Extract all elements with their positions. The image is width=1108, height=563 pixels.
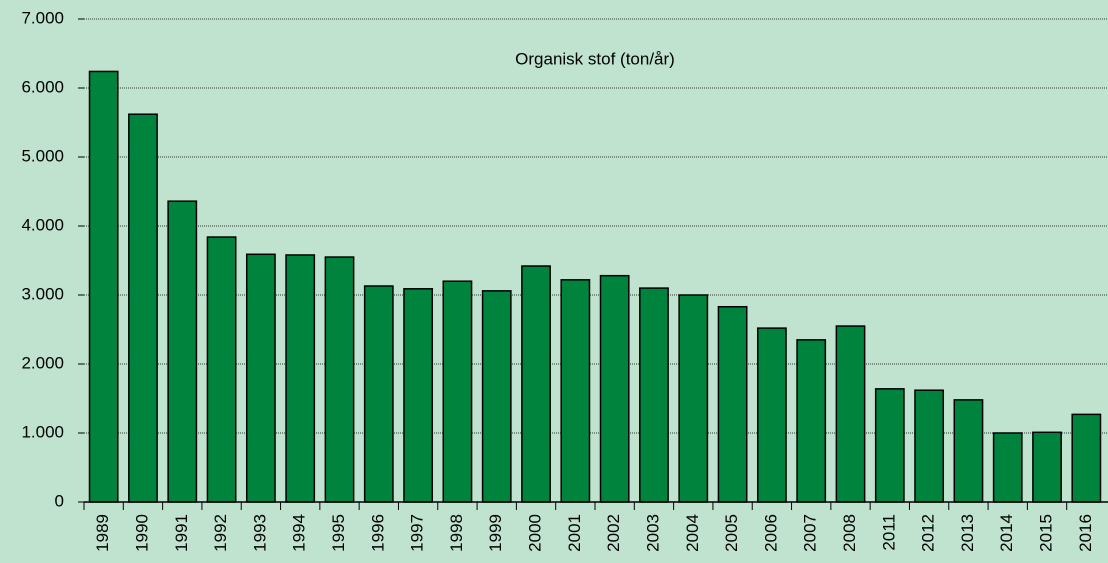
x-tick-label: 2008 [840,514,859,552]
y-tick-label: 2.000 [21,353,64,372]
bar [914,389,945,503]
bar [167,200,198,503]
bar [285,254,316,503]
bar [442,280,473,503]
x-tick-label: 2016 [1076,514,1095,552]
x-tick-label: 1990 [132,514,151,552]
x-tick-label: 2001 [565,514,584,552]
bar [560,279,591,503]
x-tick-label: 2002 [604,514,623,552]
x-tick-label: 2013 [958,514,977,552]
bar [245,253,276,503]
y-tick-label: 5.000 [21,146,64,165]
x-tick-label: 1999 [486,514,505,552]
chart-title: Organisk stof (ton/år) [515,49,675,68]
y-tick-label: 0 [55,491,64,510]
x-tick-label: 2011 [879,514,898,551]
x-tick-label: 2014 [997,514,1016,552]
y-tick-label: 3.000 [21,284,64,303]
x-tick-label: 2012 [919,514,938,552]
x-tick-label: 2015 [1037,514,1056,552]
y-tick-label: 4.000 [21,215,64,234]
bar [639,287,669,503]
bar [1071,413,1102,503]
x-tick-label: 1992 [211,514,230,552]
bar [481,290,512,503]
x-tick-label: 1995 [329,514,348,552]
x-tick-label: 1994 [290,514,309,552]
bar [324,256,355,503]
y-tick-label: 6.000 [21,77,64,96]
x-tick-label: 1996 [368,514,387,552]
x-tick-label: 2000 [526,514,545,552]
x-tick-label: 1997 [408,514,427,552]
x-tick-label: 2005 [722,514,741,552]
bar [756,327,787,503]
x-tick-label: 1989 [93,514,112,552]
bar [835,325,866,503]
bar [88,70,119,503]
bar [717,305,748,503]
y-tick-label: 7.000 [21,8,64,27]
y-tick-label: 1.000 [21,422,64,441]
x-tick-label: 2003 [643,514,662,552]
bar [953,399,984,503]
x-tick-label: 2006 [761,514,780,552]
x-tick-label: 2004 [683,514,702,552]
x-tick-label: 1993 [250,514,269,552]
bar [1032,431,1062,503]
x-tick-label: 1991 [172,514,191,552]
bar [796,339,827,503]
bar [403,288,434,503]
bar [678,294,709,503]
bar [874,388,905,503]
bar [363,285,394,503]
x-tick-label: 2007 [801,514,820,552]
x-tick-label: 1998 [447,514,466,552]
bar [128,113,158,503]
bar [992,432,1023,503]
bar [521,265,551,503]
bar [206,236,237,503]
bar [599,274,630,503]
